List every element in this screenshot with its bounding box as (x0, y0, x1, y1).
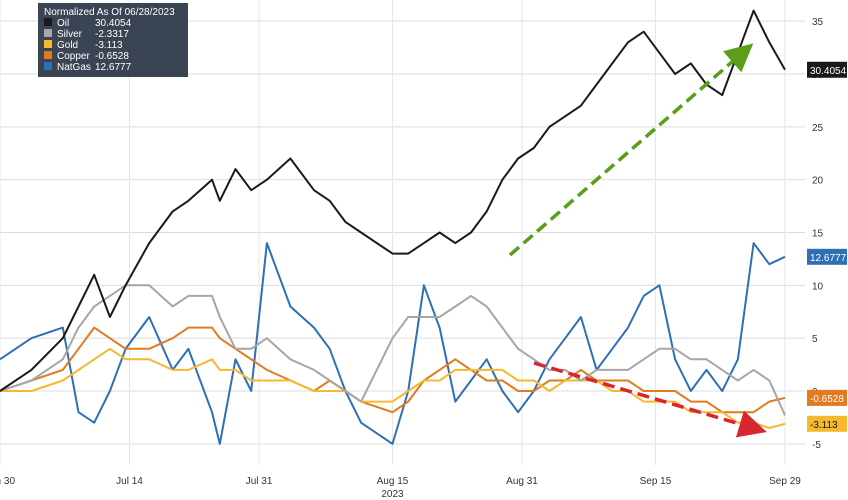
end-tag-bg-natgas (807, 248, 847, 265)
series-line-gold (0, 347, 786, 429)
x-tick-label: Jun 30 (0, 476, 15, 487)
end-tag-gold: -3.113 (810, 420, 838, 431)
end-tag-bg-gold (807, 415, 847, 432)
y-tick-label: 15 (812, 229, 824, 240)
green-trend-arrow (508, 43, 754, 257)
y-tick-label: 10 (812, 281, 824, 292)
series-line-silver (0, 284, 786, 416)
x-tick-label: Jul 14 (116, 476, 143, 487)
legend-label-copper: Copper (57, 51, 90, 62)
legend-swatch-natgas (44, 62, 52, 70)
legend-value-natgas: 12.6777 (95, 62, 132, 73)
end-tag-natgas: 12.6777 (810, 253, 847, 264)
legend-label-silver: Silver (57, 29, 83, 40)
legend-swatch-silver (44, 29, 52, 37)
x-tick-label: Sep 15 (640, 476, 672, 487)
red-trend-arrow (533, 361, 767, 438)
y-tick-label: 25 (812, 123, 824, 134)
series-line-oil (0, 9, 786, 392)
y-tick-label: 35 (812, 17, 824, 28)
legend-label-gold: Gold (57, 40, 78, 51)
x-axis: Jun 30 Jul 14 Jul 31 Aug 15 Aug 31 Sep 15 Sep … (0, 476, 801, 500)
series-line-copper (0, 326, 786, 414)
legend-label-natgas: NatGas (57, 62, 91, 73)
end-tag-copper: -0.6528 (810, 394, 844, 405)
legend-background (38, 3, 188, 77)
y-tick-label: 5 (812, 334, 818, 345)
end-value-tags: 30.4054 12.6777 -0.6528 -3.113 (807, 61, 847, 432)
x-tick-label: Aug 31 (506, 476, 538, 487)
legend-value-silver: -2.3317 (95, 29, 129, 40)
legend-swatch-oil (44, 18, 52, 26)
legend-label-oil: Oil (57, 18, 69, 29)
series-lines (0, 9, 786, 445)
legend-value-copper: -0.6528 (95, 51, 129, 62)
legend-swatch-gold (44, 40, 52, 48)
x-axis-year-label: 2023 (381, 489, 404, 500)
x-tick-label: Sep 29 (769, 476, 801, 487)
x-tick-label: Aug 15 (377, 476, 409, 487)
legend-swatch-copper (44, 51, 52, 59)
legend-title: Normalized As Of 06/28/2023 (44, 7, 175, 18)
x-tick-label: Jul 31 (246, 476, 273, 487)
legend: Normalized As Of 06/28/2023 Oil 30.4054 Si… (38, 3, 188, 77)
end-tag-bg-copper (807, 389, 847, 406)
end-tag-bg-oil (807, 61, 847, 78)
legend-value-oil: 30.4054 (95, 18, 132, 29)
y-tick-label: -5 (812, 440, 821, 451)
grid (0, 0, 805, 465)
end-tag-oil: 30.4054 (810, 66, 847, 77)
y-tick-label: 20 (812, 176, 824, 187)
legend-value-gold: -3.113 (95, 40, 123, 51)
